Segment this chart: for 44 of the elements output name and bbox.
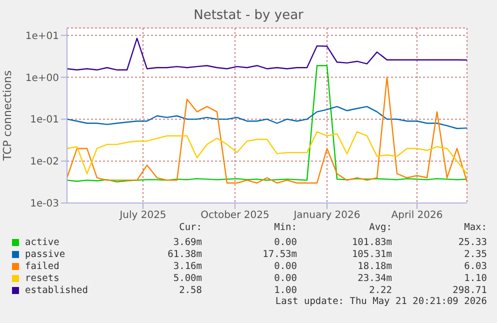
legend-label: failed [25,260,60,272]
text: 23.34m [356,272,392,284]
text: Last update: Thu May 21 20:21:09 2026 [274,296,487,308]
legend-label: passive [25,248,66,260]
chart-title: Netstat - by year [192,8,304,23]
text: 2.22 [368,284,392,296]
text: 17.53m [262,248,297,260]
text: 298.71 [452,284,487,296]
text: 18.18m [356,260,392,272]
line-series [67,131,467,174]
text: 101.83m [350,236,392,248]
text: 25.33 [457,236,487,248]
legend-label: active [25,236,60,248]
y-tick-label: 1e-01 [30,114,59,126]
text: 0.00 [273,272,297,284]
x-tick-label: July 2025 [118,210,166,222]
text: 61.38m [166,248,202,260]
y-tick-label: 1e+00 [25,72,59,84]
text: Min: [273,222,297,235]
text: 1.00 [273,284,297,296]
y-tick-label: 1e+01 [25,30,59,42]
x-tick-label: October 2025 [200,210,270,222]
x-tick-label: January 2026 [292,210,360,222]
text: 3.16m [172,260,202,272]
text: 6.03 [463,260,487,272]
legend-label: resets [25,272,60,284]
text: 5.00m [172,272,202,284]
text: Avg: [368,222,392,235]
text: 1.10 [463,272,487,284]
text: 0.00 [273,260,297,272]
text: Max: [463,222,487,235]
text: 105.31m [350,248,392,260]
text: 2.35 [463,248,487,260]
legend-label: established [25,284,88,296]
line-series [67,38,467,71]
x-tick-label: April 2026 [391,210,443,222]
y-tick-label: 1e-02 [30,156,59,168]
text: 0.00 [273,236,297,248]
line-series [67,106,467,130]
text: 3.69m [172,236,202,248]
y-axis-title: TCP connections [0,70,14,162]
text: Cur: [178,222,202,235]
text: 2.58 [178,284,202,296]
y-tick-label: 1e-03 [30,198,59,210]
